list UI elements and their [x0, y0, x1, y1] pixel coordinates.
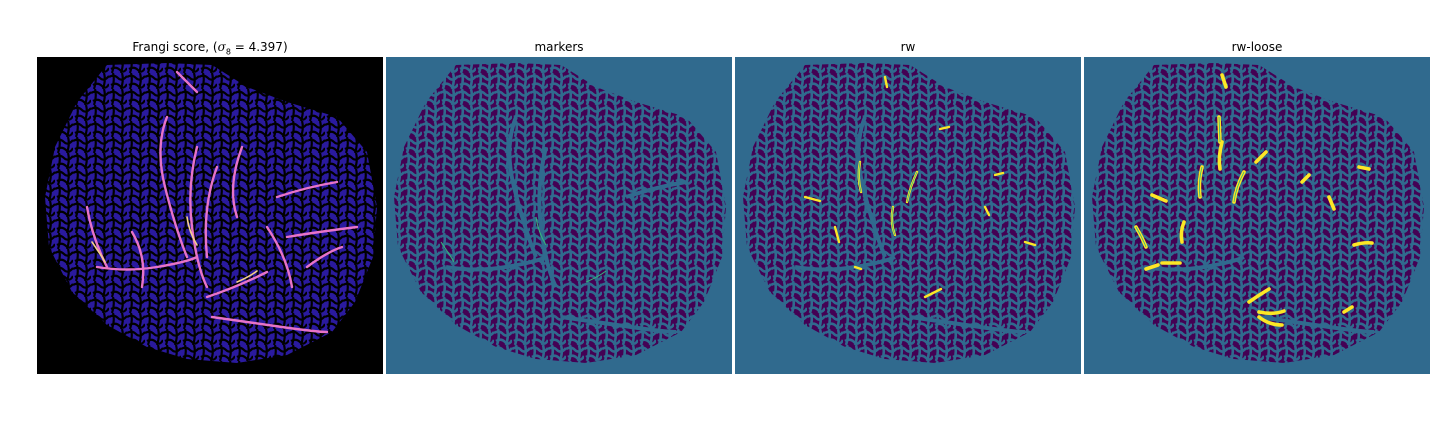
- frangi-ridges: [85, 70, 359, 334]
- panel-title-markers: markers: [534, 40, 584, 54]
- markers-tissue: [394, 63, 726, 363]
- frangi-image-canvas: [37, 57, 383, 374]
- markers-image: [386, 57, 732, 374]
- markers-channels: [445, 116, 687, 334]
- panel-title-rw-loose: rw-loose: [1231, 40, 1283, 54]
- frangi-tissue: [45, 63, 377, 363]
- panel-title-frangi: Frangi score, (σ8 = 4.397): [37, 40, 383, 59]
- rw-loose-channels: [1143, 255, 1375, 334]
- panel-title-rw: rw: [900, 40, 916, 54]
- rw-vessel-edges: [858, 161, 918, 236]
- markers-image-canvas: [386, 57, 732, 374]
- rw-tissue: [743, 63, 1075, 363]
- rw-image: [735, 57, 1081, 374]
- rw-image-canvas: [735, 57, 1081, 374]
- markers-seeds: [440, 216, 607, 283]
- frangi-title-sigma: σ: [217, 40, 226, 54]
- frangi-image: [37, 57, 383, 374]
- rw-loose-vessel-edges: [1135, 116, 1245, 248]
- rw-loose-image-canvas: [1084, 57, 1430, 374]
- frangi-title-suffix: = 4.397): [230, 40, 288, 54]
- frangi-title-prefix: Frangi score, (: [132, 40, 218, 54]
- frangi-ridges-hot: [91, 216, 258, 283]
- rw-loose-image: [1084, 57, 1430, 374]
- frangi-title-sub: 8: [225, 47, 231, 57]
